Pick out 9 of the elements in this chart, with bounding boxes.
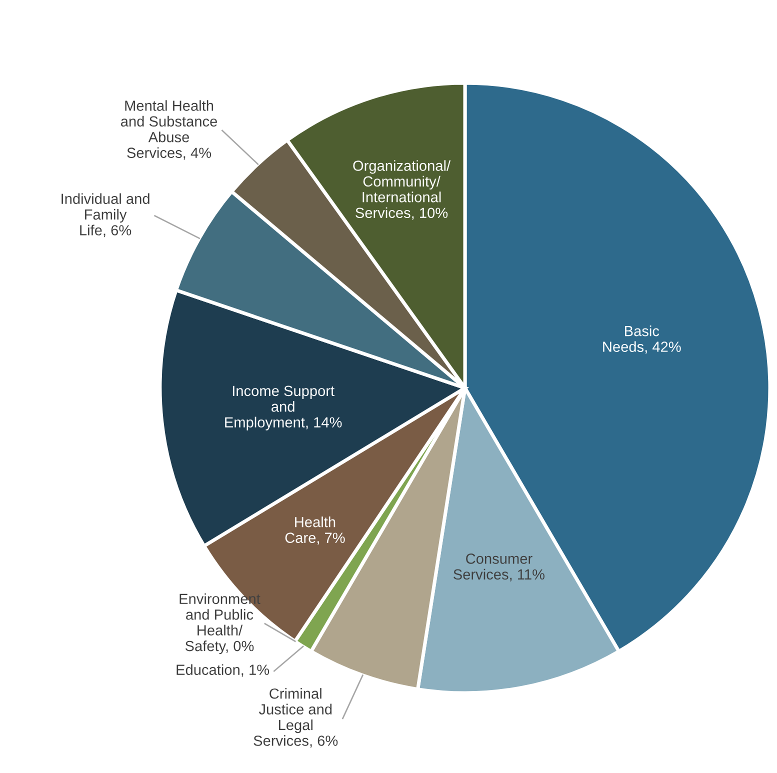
slice-label: Criminal Justice and Legal Services, 6% — [254, 688, 338, 748]
slice-label: Organizational/Community/International Services, 10% — [353, 160, 451, 220]
slice-label: Basic Needs, 42% — [603, 326, 681, 354]
slice-label: Mental Health and Substance Abuse Services, 4% — [120, 100, 218, 160]
slice-label: Individual and Family Life, 6% — [62, 193, 150, 238]
slice-label: Income Support and Employment, 14% — [225, 386, 342, 430]
slice-label: Health Care, 7% — [285, 516, 345, 545]
slice-label: Consumer Services, 11% — [454, 554, 545, 582]
slice-label: Education, 1% — [176, 664, 270, 677]
